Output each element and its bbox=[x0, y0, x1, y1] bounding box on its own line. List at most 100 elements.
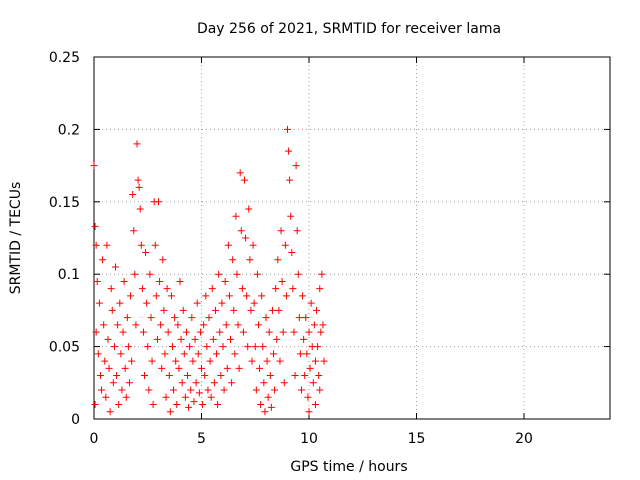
data-point bbox=[259, 343, 267, 351]
data-point bbox=[288, 248, 296, 256]
data-point bbox=[316, 386, 324, 394]
data-point bbox=[144, 343, 152, 351]
data-point bbox=[256, 364, 264, 372]
data-point bbox=[215, 270, 223, 278]
data-point bbox=[294, 270, 302, 278]
data-point bbox=[233, 270, 241, 278]
data-point bbox=[301, 372, 309, 380]
data-points bbox=[90, 125, 328, 416]
data-point bbox=[271, 386, 279, 394]
data-point bbox=[185, 403, 193, 411]
data-point bbox=[175, 364, 183, 372]
data-point bbox=[188, 314, 196, 322]
data-point bbox=[91, 222, 99, 230]
data-point bbox=[198, 364, 205, 372]
data-point bbox=[96, 372, 104, 380]
data-point bbox=[305, 408, 313, 416]
data-point bbox=[222, 321, 230, 329]
data-point bbox=[116, 299, 124, 307]
data-point bbox=[132, 321, 140, 329]
data-point bbox=[127, 292, 135, 300]
data-point bbox=[92, 328, 100, 336]
data-point bbox=[266, 372, 274, 380]
data-point bbox=[133, 140, 141, 148]
data-point bbox=[101, 357, 109, 365]
data-point bbox=[231, 350, 239, 358]
data-point bbox=[141, 372, 149, 380]
data-point bbox=[110, 343, 118, 351]
data-point bbox=[270, 350, 278, 358]
data-point bbox=[232, 212, 240, 220]
data-point bbox=[262, 314, 270, 322]
data-point bbox=[98, 386, 106, 394]
data-point bbox=[128, 357, 136, 365]
data-point bbox=[242, 234, 250, 242]
data-point bbox=[146, 270, 154, 278]
data-point bbox=[258, 292, 266, 300]
data-point bbox=[100, 321, 108, 329]
data-point bbox=[220, 386, 228, 394]
data-point bbox=[109, 379, 117, 387]
data-point bbox=[124, 343, 132, 351]
data-point bbox=[244, 343, 252, 351]
data-point bbox=[263, 357, 271, 365]
data-point bbox=[123, 314, 131, 322]
data-point bbox=[318, 270, 326, 278]
data-point bbox=[166, 408, 174, 416]
data-point bbox=[151, 241, 159, 249]
data-point bbox=[186, 343, 194, 351]
data-point bbox=[112, 263, 119, 271]
data-point bbox=[152, 292, 160, 300]
data-point bbox=[107, 285, 115, 293]
data-point bbox=[241, 176, 248, 184]
data-point bbox=[171, 314, 179, 322]
data-point bbox=[145, 386, 153, 394]
data-point bbox=[103, 241, 111, 249]
data-point bbox=[297, 386, 305, 394]
data-point bbox=[260, 379, 268, 387]
data-point bbox=[218, 299, 226, 307]
data-point bbox=[164, 328, 172, 336]
data-point bbox=[296, 350, 304, 358]
data-point bbox=[239, 328, 247, 336]
data-point bbox=[160, 306, 168, 314]
data-point bbox=[317, 328, 325, 336]
data-point bbox=[310, 321, 318, 329]
data-point bbox=[311, 357, 319, 365]
data-point bbox=[179, 306, 187, 314]
data-point bbox=[210, 379, 218, 387]
data-point bbox=[313, 306, 321, 314]
data-point bbox=[228, 379, 236, 387]
data-point bbox=[194, 350, 202, 358]
x-tick-label: 0 bbox=[90, 431, 99, 447]
data-point bbox=[257, 401, 265, 409]
data-point bbox=[275, 306, 283, 314]
data-point bbox=[199, 401, 207, 409]
data-point bbox=[94, 350, 102, 358]
data-point bbox=[189, 357, 197, 365]
data-point bbox=[138, 285, 146, 293]
data-point bbox=[291, 372, 299, 380]
data-point bbox=[292, 162, 300, 170]
data-point bbox=[147, 314, 155, 322]
data-point bbox=[117, 350, 125, 358]
data-point bbox=[165, 372, 173, 380]
data-point bbox=[205, 314, 213, 322]
data-point bbox=[316, 285, 324, 293]
data-point bbox=[284, 125, 291, 133]
data-point bbox=[130, 227, 138, 235]
data-point bbox=[191, 335, 199, 343]
data-point bbox=[91, 401, 99, 409]
data-point bbox=[211, 306, 219, 314]
data-point bbox=[249, 241, 257, 249]
data-point bbox=[238, 285, 246, 293]
data-point bbox=[304, 393, 312, 401]
data-point bbox=[278, 277, 286, 285]
plot-frame bbox=[93, 56, 611, 420]
data-point bbox=[95, 299, 103, 307]
data-point bbox=[286, 176, 294, 184]
data-point bbox=[245, 205, 253, 213]
data-point bbox=[182, 328, 190, 336]
data-point bbox=[163, 285, 171, 293]
